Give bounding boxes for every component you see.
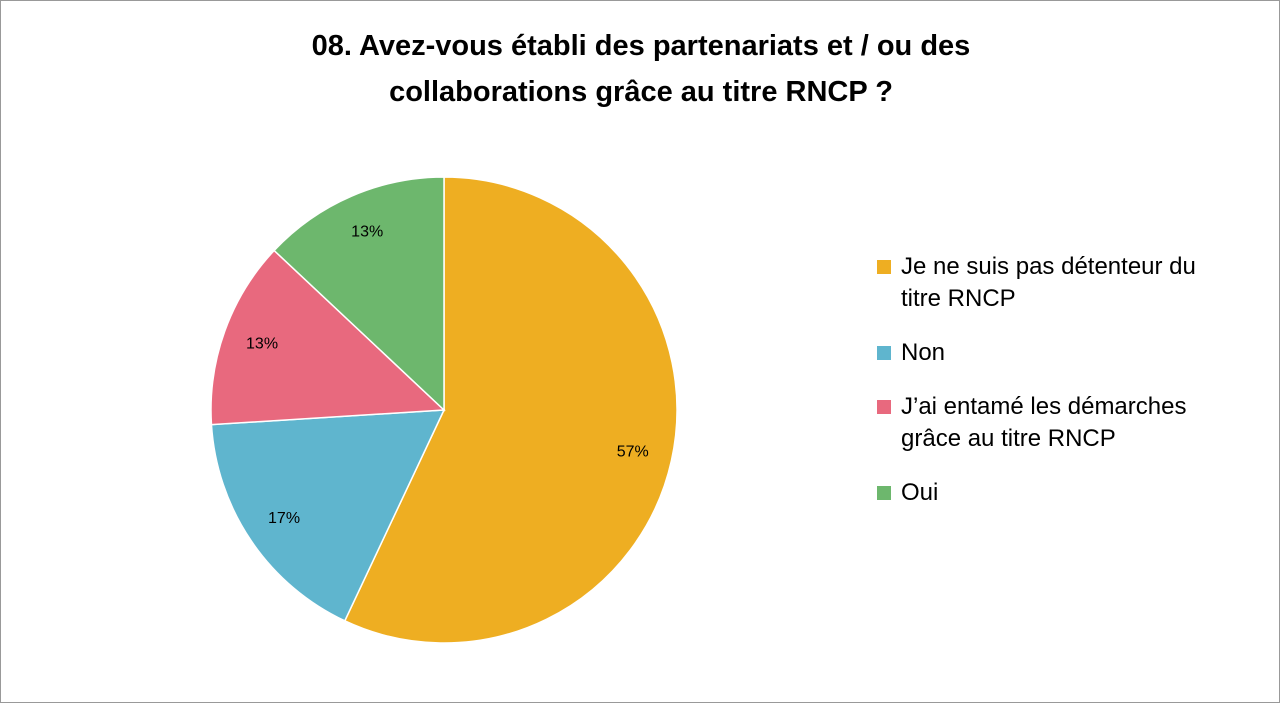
legend-label: J’ai entamé les démarches grâce au titre… (901, 393, 1187, 452)
pie-slice (210, 249, 446, 426)
legend-item: Je ne suis pas détenteur du titre RNCP (877, 251, 1237, 315)
legend-label: Non (901, 339, 946, 366)
pie-slice (343, 176, 678, 644)
legend-swatch (877, 260, 891, 274)
data-label: 13% (351, 224, 383, 241)
data-label: 13% (246, 336, 278, 353)
legend-item: Oui (877, 477, 1237, 509)
pie-slice (273, 176, 445, 412)
legend-swatch (877, 346, 891, 360)
pie-slice (210, 409, 446, 622)
legend-label: Je ne suis pas détenteur du titre RNCP (901, 253, 1196, 312)
data-label: 17% (268, 510, 300, 527)
legend-swatch (877, 400, 891, 414)
legend: Je ne suis pas détenteur du titre RNCP No… (877, 251, 1237, 509)
legend-item: Non (877, 337, 1237, 369)
legend-swatch (877, 486, 891, 500)
chart-title: 08. Avez-vous établi des partenariats et… (311, 30, 971, 108)
data-label: 57% (617, 443, 649, 460)
legend-label: Oui (901, 479, 939, 506)
legend-item: J’ai entamé les démarches grâce au titre… (877, 391, 1237, 455)
